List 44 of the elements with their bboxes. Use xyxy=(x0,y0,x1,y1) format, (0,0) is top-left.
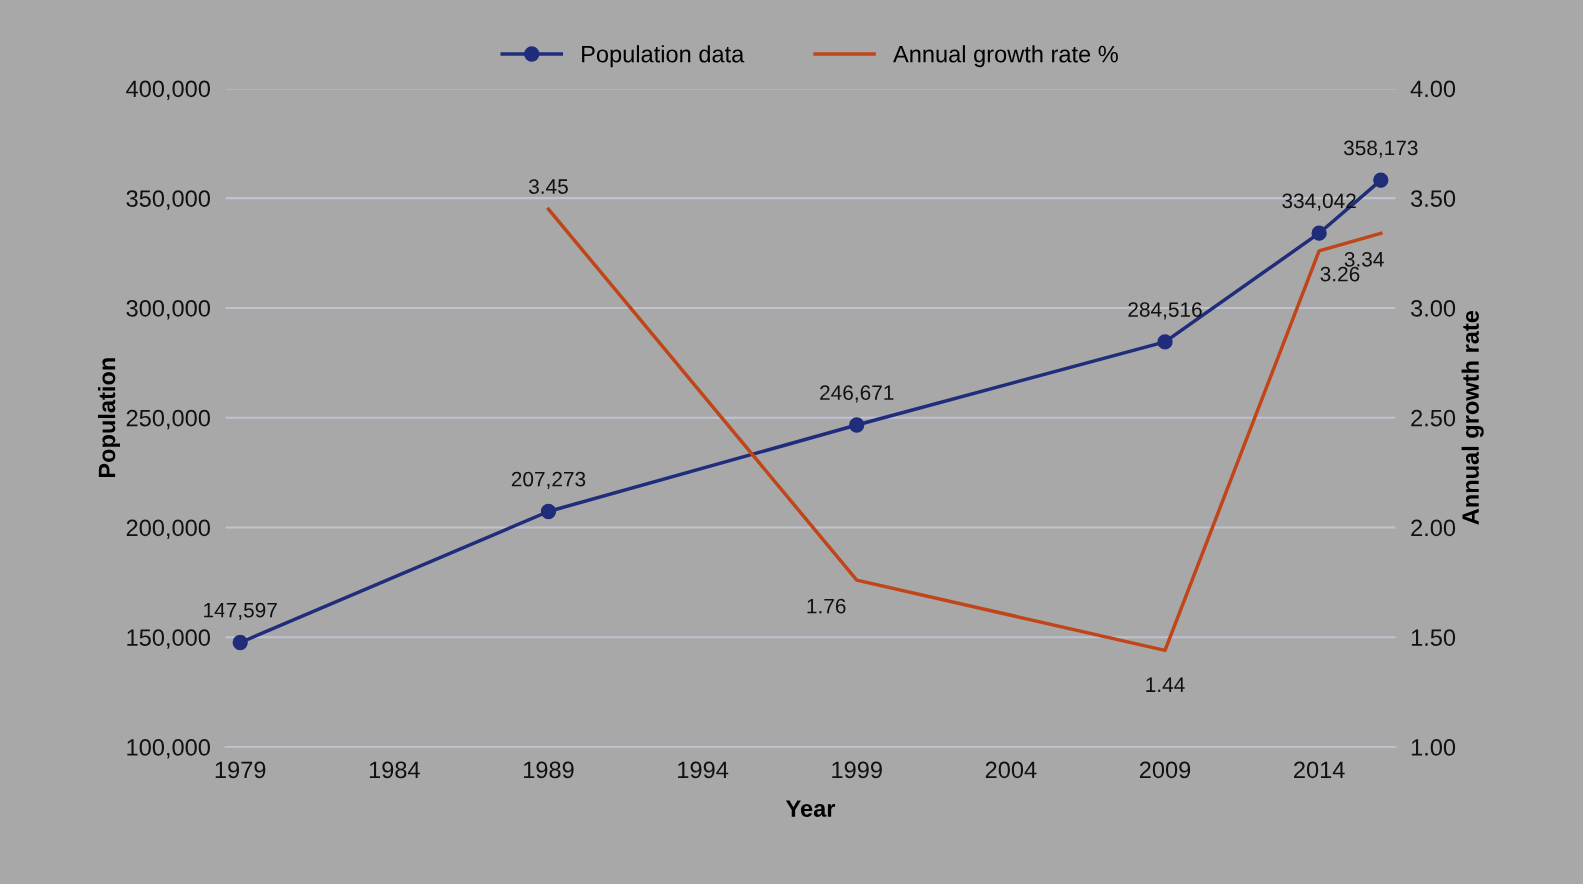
y2-tick-label: 1.00 xyxy=(1411,739,1456,756)
x-axis-title: Year xyxy=(785,800,836,817)
data-label: 3.45 xyxy=(528,179,568,194)
y2-tick-label: 2.00 xyxy=(1411,519,1456,537)
data-label: 3.26 xyxy=(1320,266,1360,282)
point xyxy=(849,417,865,433)
data-label: 284,516 xyxy=(1128,302,1202,320)
y2-tick-label: 1.50 xyxy=(1411,629,1456,646)
x-tick-label: 1984 xyxy=(369,761,420,779)
point xyxy=(1157,334,1173,350)
y2-tick-label: 4.00 xyxy=(1410,80,1456,98)
data-label: 246,671 xyxy=(820,385,894,403)
data-label: 147,597 xyxy=(204,602,277,620)
x-tick-label: 1979 xyxy=(215,761,266,779)
y-tick-label: 300,000 xyxy=(126,299,210,320)
y-tick-label: 200,000 xyxy=(126,519,210,540)
x-tick-label: 2004 xyxy=(985,761,1037,779)
y2-tick-label: 2.50 xyxy=(1411,409,1456,427)
legend-label: Annual growth rate % xyxy=(893,45,1118,68)
x-tick-label: 1999 xyxy=(832,761,882,779)
data-label: 207,273 xyxy=(511,471,586,489)
data-label: 3.34 xyxy=(1344,251,1384,267)
y-tick-label: 350,000 xyxy=(126,190,210,210)
y-tick-label: 400,000 xyxy=(126,80,210,100)
x-tick-label: 1994 xyxy=(678,761,729,779)
x-tick-label: 2014 xyxy=(1294,761,1345,779)
point xyxy=(1373,172,1389,188)
x-tick-label: 2009 xyxy=(1139,761,1191,779)
y-tick-label: 250,000 xyxy=(126,409,210,430)
x-tick-label: 1989 xyxy=(524,761,574,779)
y-axis-title: Population xyxy=(97,358,120,478)
y2-tick-label: 3.50 xyxy=(1410,190,1456,207)
data-label: 358,173 xyxy=(1343,140,1418,158)
data-label: 1.44 xyxy=(1146,677,1185,692)
data-label: 334,042 xyxy=(1282,193,1356,211)
point xyxy=(540,503,557,520)
y2-tick-label: 3.00 xyxy=(1410,299,1456,317)
data-label: 1.76 xyxy=(807,598,846,614)
point xyxy=(232,634,248,651)
y-tick-label: 100,000 xyxy=(127,739,210,759)
point xyxy=(1311,225,1327,241)
y2-axis-title: Annual growth rate xyxy=(1461,310,1484,525)
y-tick-label: 150,000 xyxy=(127,629,210,649)
legend-label: Population data xyxy=(582,45,745,68)
